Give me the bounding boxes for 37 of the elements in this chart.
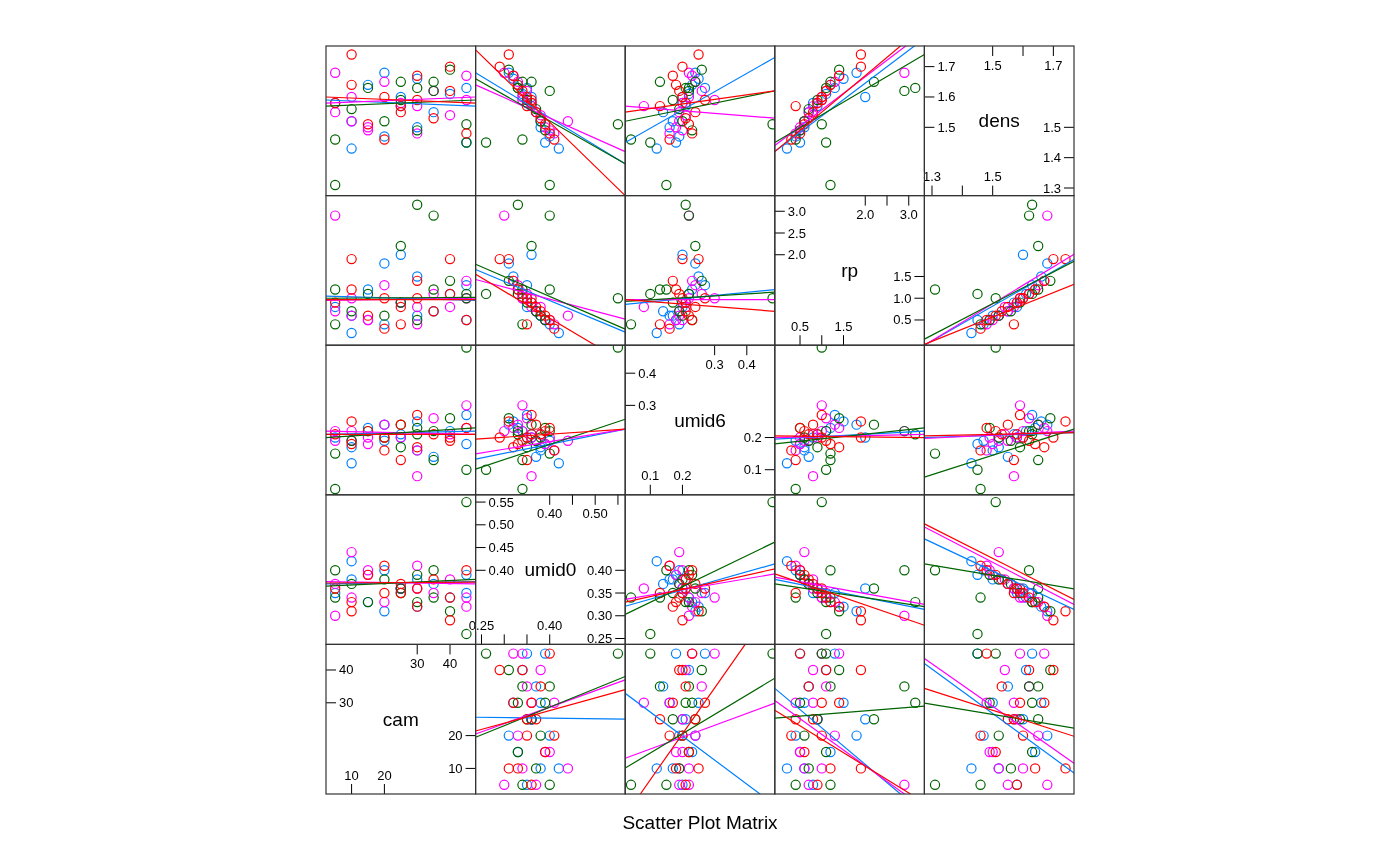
y2-tick-label: 0.2 [743,430,762,446]
y2-tick-label: 20 [448,728,463,744]
y-tick-label: 1.6 [937,89,956,105]
x2-tick-label: 0.3 [705,356,724,372]
y-tick-label: 2.5 [787,225,806,241]
y-tick-label: 2.0 [787,247,806,263]
y-tick-label: 1.7 [937,59,956,75]
x2-tick-label: 0.4 [737,356,756,372]
text: umid0 [524,559,577,581]
y2-tick-label: 1.5 [893,268,912,284]
y-tick-label: 1.5 [937,119,956,135]
text: rp [841,259,859,281]
x2-tick-label: 1.5 [983,57,1002,73]
y2-tick-label: 0.40 [586,562,613,578]
y-tick-label: 0.50 [488,517,514,533]
y-tick-label: 3.0 [787,203,806,219]
y2-tick-label: 1.0 [893,290,912,306]
y-tick-label: 0.55 [488,494,514,510]
x-axis-title: Scatter Plot Matrix [622,811,779,833]
text: dens [978,110,1020,132]
y-tick-label: 0.45 [488,540,514,556]
y2-tick-label: 0.35 [586,585,613,601]
y2-tick-label: 1.3 [1042,180,1061,196]
x2-tick-label: 0.50 [582,506,608,522]
y2-tick-label: 0.30 [586,608,613,624]
y2-tick-label: 1.5 [1042,119,1061,135]
x2-tick-label: 40 [442,655,458,671]
x2-tick-label: 30 [409,655,425,671]
x2-tick-label: 3.0 [899,207,918,223]
text: cam [382,708,419,730]
y2-tick-label: 0.25 [586,630,613,646]
x2-tick-label: 2.0 [856,207,875,223]
x2-tick-label: 1.7 [1044,57,1063,73]
text: umid6 [674,409,726,431]
x2-tick-label: 0.40 [537,506,563,522]
y-tick-label: 0.40 [488,562,514,578]
y2-tick-label: 1.4 [1042,150,1061,166]
